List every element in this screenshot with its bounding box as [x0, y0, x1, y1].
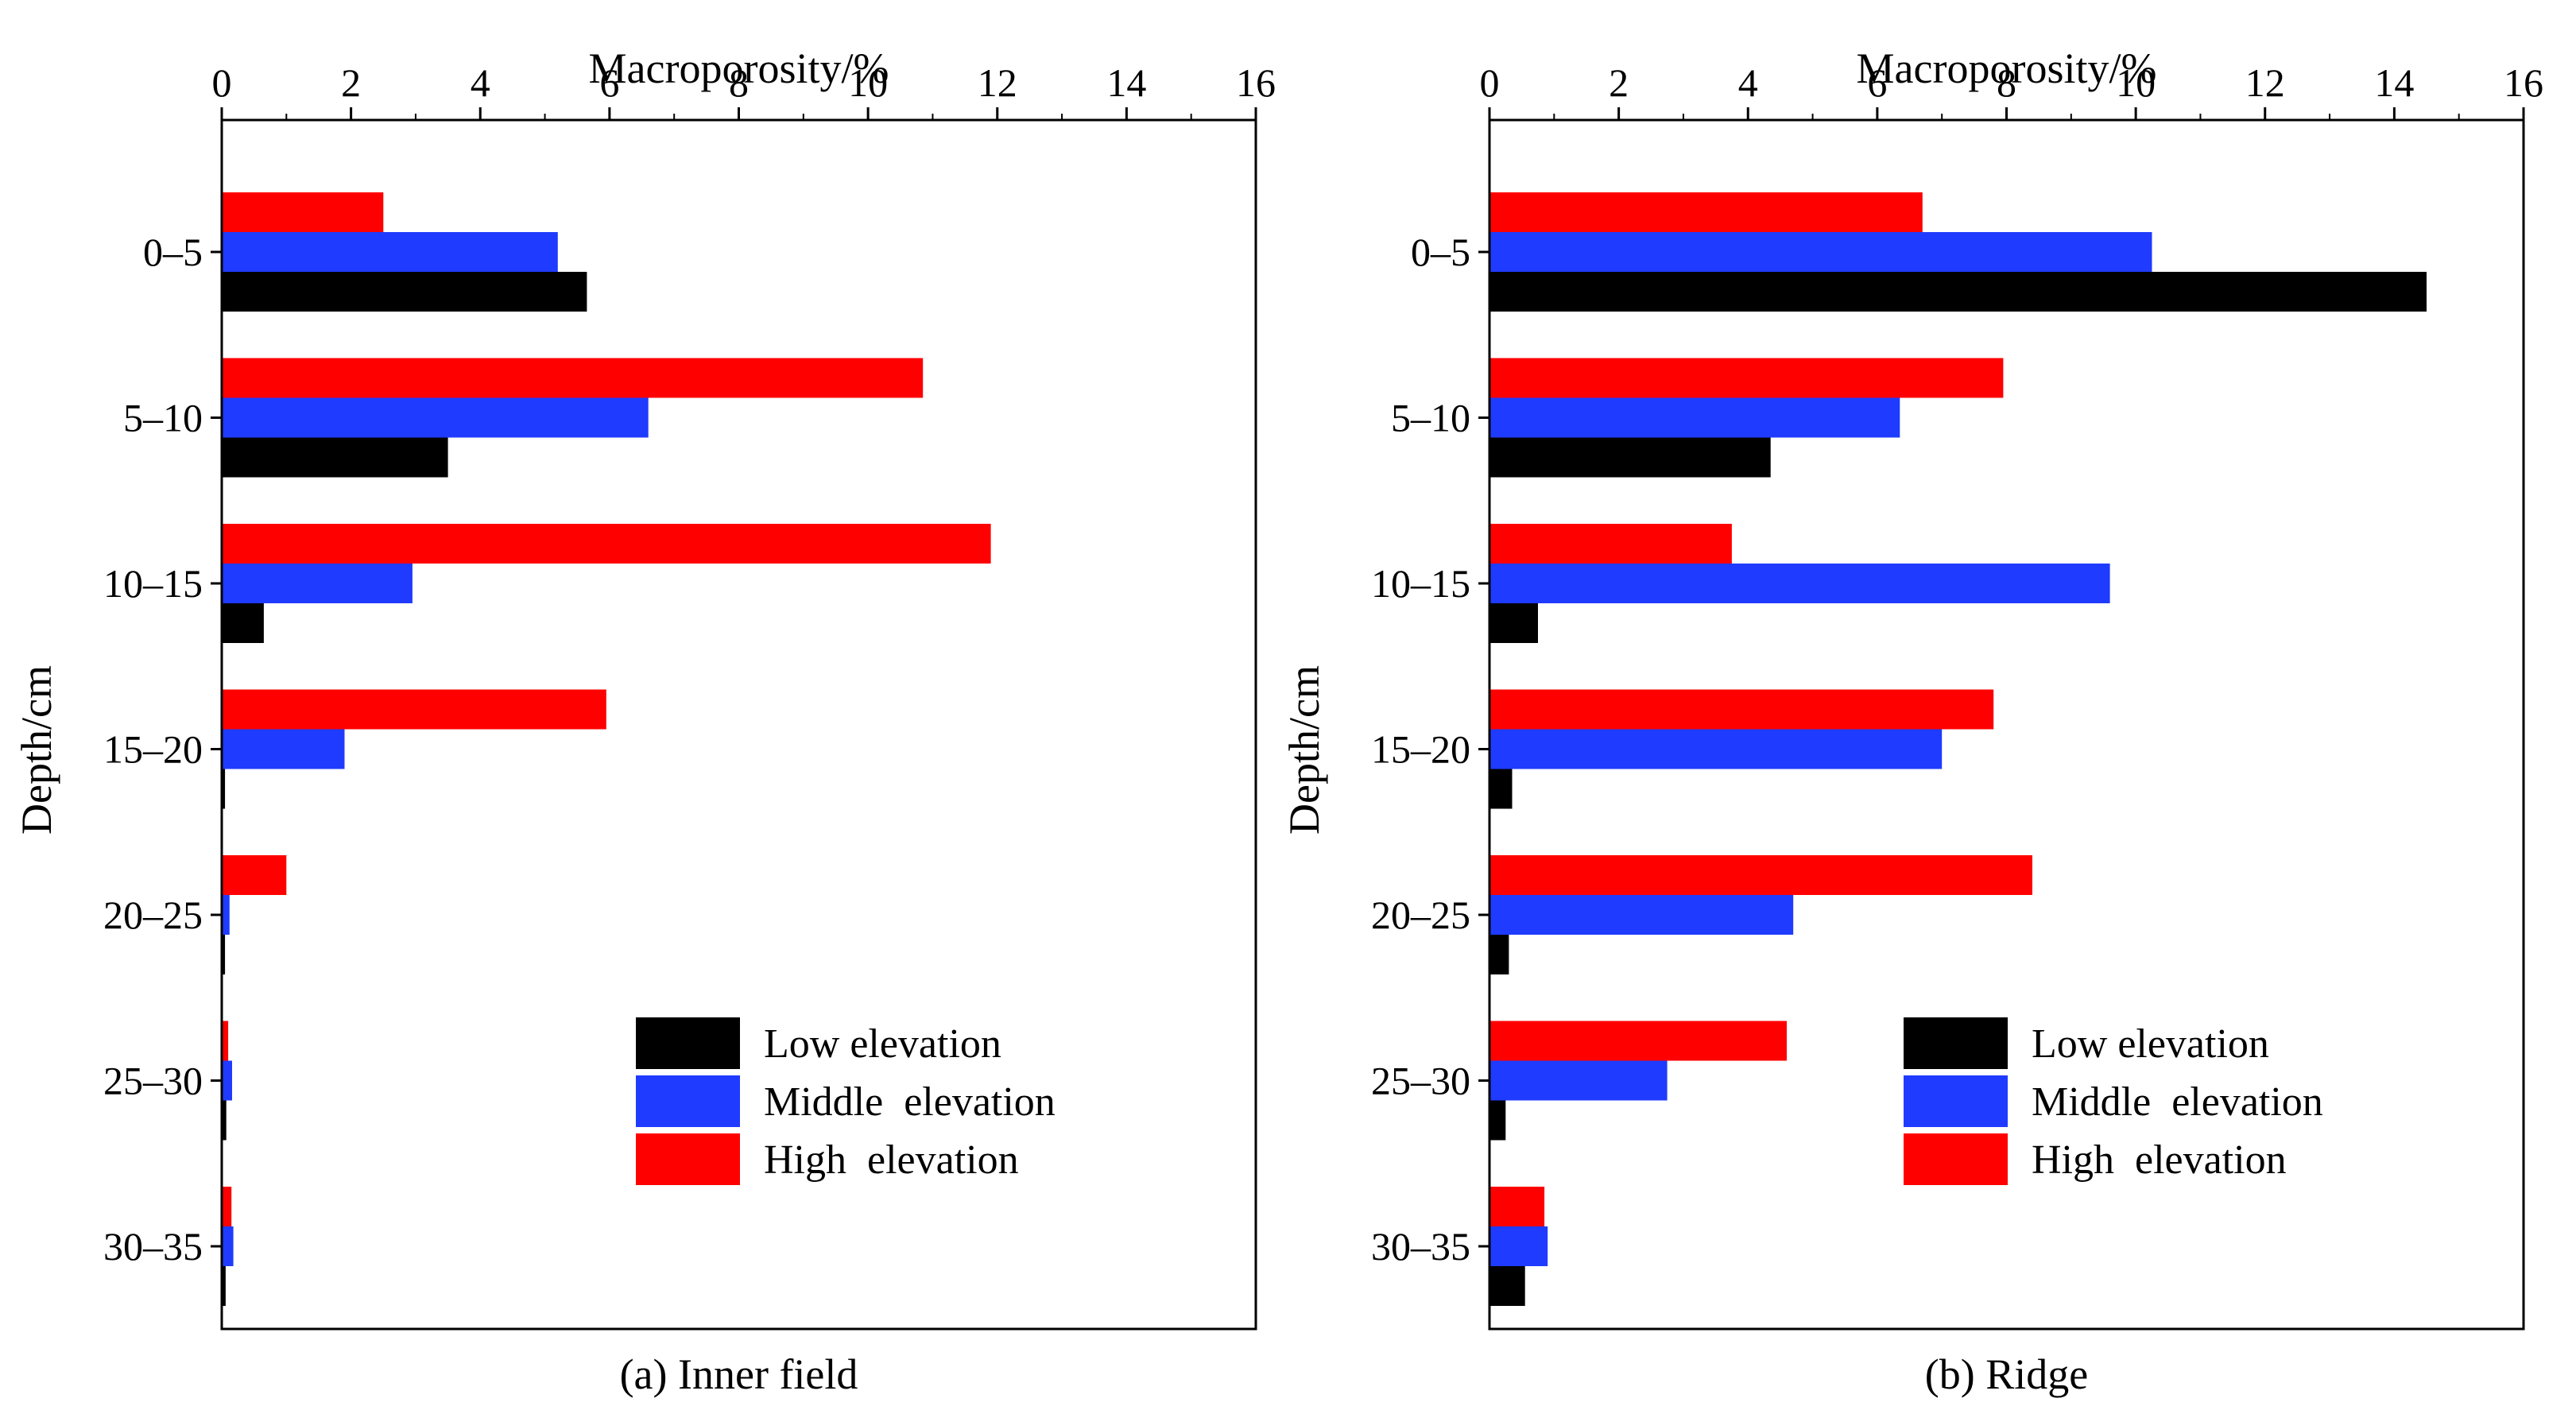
bar-middle-4: [1489, 895, 1793, 935]
bar-high-3: [222, 690, 606, 730]
x-tick-label: 0: [212, 60, 232, 105]
bar-middle-3: [1489, 730, 1942, 769]
bar-middle-2: [222, 564, 413, 603]
bar-high-6: [1489, 1187, 1544, 1226]
bar-low-4: [1489, 935, 1509, 974]
y-category-label: 30–35: [1371, 1224, 1470, 1269]
y-category-label: 10–15: [1371, 561, 1470, 606]
legend-swatch-2: [1904, 1133, 2008, 1185]
legend-label-1: Middle elevation: [764, 1079, 1056, 1125]
y-category-label: 0–5: [1411, 230, 1470, 274]
y-category-label: 20–25: [103, 893, 203, 937]
y-axis-label: Depth/cm: [1280, 665, 1328, 835]
bar-low-2: [1489, 603, 1538, 643]
x-tick-label: 0: [1480, 60, 1500, 105]
bar-middle-5: [1489, 1061, 1668, 1101]
legend-label-1: Middle elevation: [2032, 1079, 2323, 1125]
y-axis-label: Depth/cm: [13, 665, 60, 835]
legend: Low elevation Middle elevation High elevat…: [636, 1017, 1056, 1185]
bar-high-0: [222, 192, 383, 232]
y-category-label: 10–15: [103, 561, 203, 606]
legend-label-2: High elevation: [2032, 1137, 2287, 1183]
x-axis-label: Macroporosity/%: [589, 45, 889, 92]
legend-swatch-0: [636, 1017, 740, 1069]
bar-high-6: [222, 1187, 231, 1226]
y-category-label: 5–10: [1391, 396, 1470, 440]
legend-swatch-1: [1904, 1075, 2008, 1127]
legend-label-0: Low elevation: [2032, 1021, 2269, 1067]
bar-high-0: [1489, 192, 1923, 232]
y-category-label: 30–35: [103, 1224, 203, 1269]
x-tick-label: 16: [2504, 60, 2543, 105]
x-tick-label: 2: [341, 60, 361, 105]
legend-swatch-2: [636, 1133, 740, 1185]
bar-low-3: [1489, 769, 1513, 809]
x-axis-label: Macroporosity/%: [1857, 45, 2157, 92]
x-tick-label: 4: [471, 60, 490, 105]
y-category-label: 25–30: [1371, 1059, 1470, 1103]
panel-ridge: 0 2 4 6 8 10 12 14 16 Macroporosity/% 0–5 5–10 10–15…: [1280, 45, 2543, 1398]
legend: Low elevation Middle elevation High elevat…: [1904, 1017, 2323, 1185]
bar-low-0: [222, 272, 587, 312]
bar-low-1: [1489, 438, 1771, 478]
bar-high-5: [1489, 1021, 1787, 1061]
bar-middle-5: [222, 1061, 232, 1101]
bar-low-6: [1489, 1266, 1525, 1306]
y-category-label: 15–20: [1371, 727, 1470, 772]
x-tick-label: 14: [1106, 60, 1146, 105]
y-category-label: 5–10: [123, 396, 203, 440]
x-tick-label: 2: [1609, 60, 1629, 105]
panel-title: (a) Inner field: [620, 1350, 858, 1398]
x-tick-label: 16: [1236, 60, 1276, 105]
y-axis-categories: 0–5 5–10 10–15 15–20 20–25 25–30 30–35: [103, 230, 222, 1269]
bar-middle-2: [1489, 564, 2110, 603]
x-tick-label: 12: [978, 60, 1017, 105]
panel-inner-field: 0 2 4 6 8 10 12 14 16 Macroporosity/% 0–5 5–10 10–15…: [13, 45, 1276, 1398]
bar-high-2: [222, 524, 991, 564]
bar-low-5: [1489, 1101, 1505, 1141]
bar-middle-6: [222, 1226, 234, 1266]
bar-high-3: [1489, 690, 1993, 730]
bar-middle-6: [1489, 1226, 1548, 1266]
bar-high-4: [1489, 855, 2032, 895]
bar-low-2: [222, 603, 264, 643]
legend-swatch-0: [1904, 1017, 2008, 1069]
bar-middle-1: [1489, 398, 1900, 438]
bar-high-4: [222, 855, 286, 895]
y-category-label: 25–30: [103, 1059, 203, 1103]
y-category-label: 0–5: [143, 230, 203, 274]
figure: 0 2 4 6 8 10 12 14 16Macroporosity/%0–55–1010–15…: [0, 0, 2576, 1414]
bar-high-1: [1489, 358, 2003, 398]
bar-low-1: [222, 438, 448, 478]
bar-middle-0: [1489, 232, 2152, 272]
bar-middle-0: [222, 232, 558, 272]
bar-high-1: [222, 358, 923, 398]
legend-label-2: High elevation: [764, 1137, 1019, 1183]
legend-label-0: Low elevation: [764, 1021, 1001, 1067]
bar-low-0: [1489, 272, 2427, 312]
bar-middle-3: [222, 730, 345, 769]
bar-middle-1: [222, 398, 649, 438]
y-axis-categories: 0–5 5–10 10–15 15–20 20–25 25–30 30–35: [1371, 230, 1489, 1269]
x-tick-label: 4: [1738, 60, 1758, 105]
x-tick-label: 12: [2245, 60, 2285, 105]
y-category-label: 20–25: [1371, 893, 1470, 937]
panel-title: (b) Ridge: [1925, 1350, 2088, 1398]
y-category-label: 15–20: [103, 727, 203, 772]
legend-swatch-1: [636, 1075, 740, 1127]
bar-high-2: [1489, 524, 1732, 564]
x-tick-label: 14: [2374, 60, 2414, 105]
